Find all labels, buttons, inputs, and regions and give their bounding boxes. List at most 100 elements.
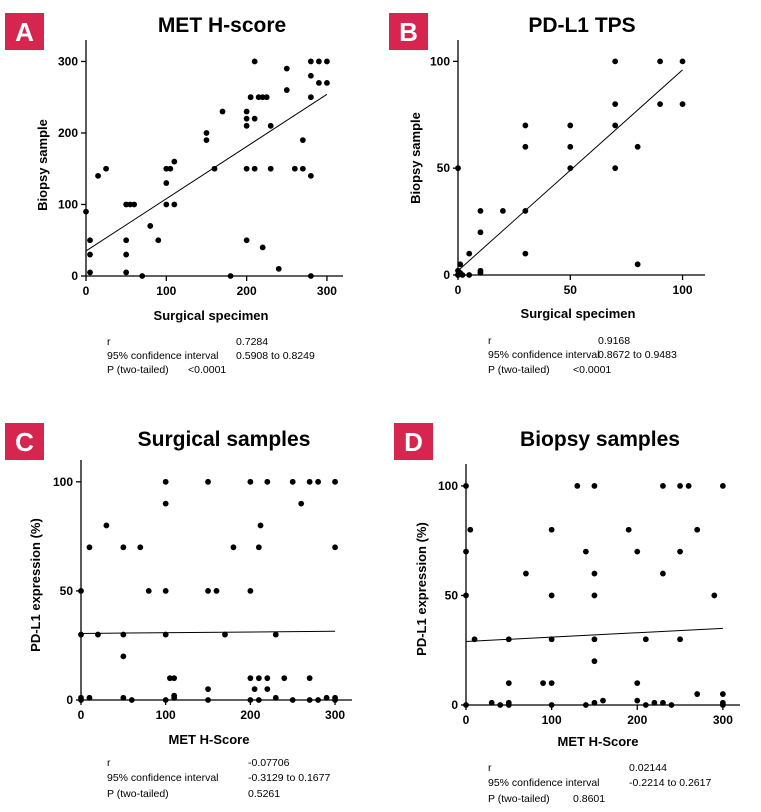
panel-d-data-point	[719, 702, 726, 708]
panel-c-data-point	[171, 694, 178, 701]
panel-d-x-tick-label: 200	[627, 713, 647, 727]
panel-c-data-point	[332, 697, 338, 703]
panel-b-data-point	[567, 143, 574, 150]
panel-d-data-point	[505, 680, 512, 686]
panel-c-data-point	[230, 544, 237, 551]
panel-c-x-tick-label: 100	[156, 708, 176, 722]
panel-c-data-point	[162, 478, 169, 485]
panel-a-data-point	[307, 94, 314, 101]
panel-a-data-point	[259, 244, 266, 251]
panel-d-data-point	[548, 636, 555, 643]
panel-a-data-point	[219, 108, 226, 115]
panel-c-data-point	[264, 686, 271, 692]
panel-d-p-label: P (two-tailed)	[488, 793, 550, 805]
panel-d-data-point	[523, 570, 529, 577]
panel-b-xlabel: Surgical specimen	[521, 306, 636, 321]
panel-c-data-point	[78, 697, 84, 703]
panel-d-data-point	[668, 702, 675, 708]
panel-a-data-point	[299, 165, 306, 172]
panel-a-data-point	[243, 108, 250, 115]
panel-c-data-point	[137, 544, 144, 551]
panel-a-data-point	[307, 172, 314, 179]
panel-b-data-point	[657, 58, 663, 65]
panel-b-x-tick-label: 0	[455, 283, 462, 297]
panel-a-ci-value: 0.5908 to 0.8249	[236, 350, 315, 362]
panel-c-x-tick-label: 300	[325, 708, 345, 722]
panel-c-badge	[5, 423, 44, 460]
panel-c-data-point	[247, 675, 254, 682]
panel-a-data-point	[87, 237, 93, 244]
panel-b-ylabel: Biopsy sample	[408, 112, 423, 204]
panel-d-data-point	[694, 691, 701, 697]
panel-a-data-point	[263, 94, 270, 101]
panel-c-data-point	[162, 631, 169, 638]
panel-a-data-point	[123, 251, 130, 258]
panel-a-data-point	[127, 201, 134, 208]
panel-d-data-point	[660, 570, 666, 577]
panel-d-data-point	[711, 592, 718, 599]
panel-d-data-point	[591, 592, 598, 599]
panel-a-ylabel: Biopsy sample	[35, 119, 50, 211]
panel-b-x-tick-label: 100	[673, 283, 693, 297]
panel-c-data-point	[171, 675, 178, 682]
panel-a-data-point	[163, 201, 170, 208]
panel-c-data-point	[128, 697, 135, 703]
panel-a-data-point	[167, 165, 174, 172]
panel-c-data-point	[120, 544, 127, 551]
panel-c-letter: C	[15, 427, 34, 457]
panel-d-data-point	[719, 691, 726, 697]
panel-a-data-point	[275, 265, 282, 272]
panel-b-data-point	[477, 229, 484, 236]
panel-b-data-point	[522, 143, 529, 150]
panel-b-data-point	[612, 165, 619, 172]
panel-a-data-point	[316, 58, 322, 65]
panel-d-data-point	[548, 702, 555, 708]
panel-c-data-point	[120, 653, 127, 660]
panel-a-data-point	[307, 72, 314, 79]
panel-b-data-point	[522, 122, 529, 129]
panel-c-data-point	[213, 588, 220, 594]
panel-d-data-point	[463, 702, 469, 708]
panel-b-data-point	[459, 272, 466, 278]
panel-d-data-point	[488, 699, 495, 706]
panel-d-data-point	[634, 548, 641, 555]
panel-c-r-label: r	[107, 757, 111, 769]
panel-c-data-point	[298, 500, 305, 507]
panel-d-data-point	[591, 658, 598, 665]
panel-d-stats: r 0.02144 95% confidence interval -0.221…	[488, 762, 711, 805]
panel-a-p-value: <0.0001	[188, 364, 226, 376]
panel-a-data-point	[283, 65, 290, 72]
panel-d-data-point	[591, 570, 598, 577]
panel-a-data-point	[123, 269, 130, 276]
panel-c-data-point	[103, 522, 110, 529]
panel-d-data-point	[677, 548, 683, 555]
panel-c-data-point	[264, 675, 271, 682]
panel-d-data-point	[685, 483, 692, 489]
panel-b-data-point	[567, 122, 574, 129]
panel-a-r-value: 0.7284	[236, 336, 268, 348]
panel-d-data-point	[463, 592, 469, 599]
panel-a-data-point	[316, 80, 322, 86]
panel-d-data-point	[540, 680, 546, 686]
panel-c-ylabel: PD-L1 expression (%)	[28, 518, 43, 652]
panel-c-data-point	[251, 686, 258, 692]
panel-d-data-point	[591, 483, 598, 489]
panel-c-title: Surgical samples	[138, 428, 311, 451]
panel-a-x-tick-label: 0	[83, 284, 90, 298]
panel-d-y-tick-label: 50	[445, 588, 459, 602]
panel-a-regression-line	[85, 93, 328, 252]
panel-d-badge	[394, 423, 433, 460]
panel-b-data-point	[457, 261, 464, 268]
panel-d-data-point	[582, 548, 589, 555]
panel-c-y-tick-label: 50	[60, 584, 74, 598]
panel-a-y-tick-label: 0	[71, 269, 78, 283]
panel-d-data-point	[505, 702, 512, 708]
panel-d: D Biopsy samples PD-L1 expression (%) ME…	[394, 423, 740, 805]
panel-d-data-point	[642, 636, 649, 643]
panel-c-data-point	[332, 478, 338, 485]
panel-a-data-point	[163, 180, 170, 186]
panel-d-data-point	[471, 636, 478, 643]
panel-c-data-point	[120, 694, 127, 701]
panel-b-ci-value: 0.8672 to 0.9483	[598, 349, 677, 361]
